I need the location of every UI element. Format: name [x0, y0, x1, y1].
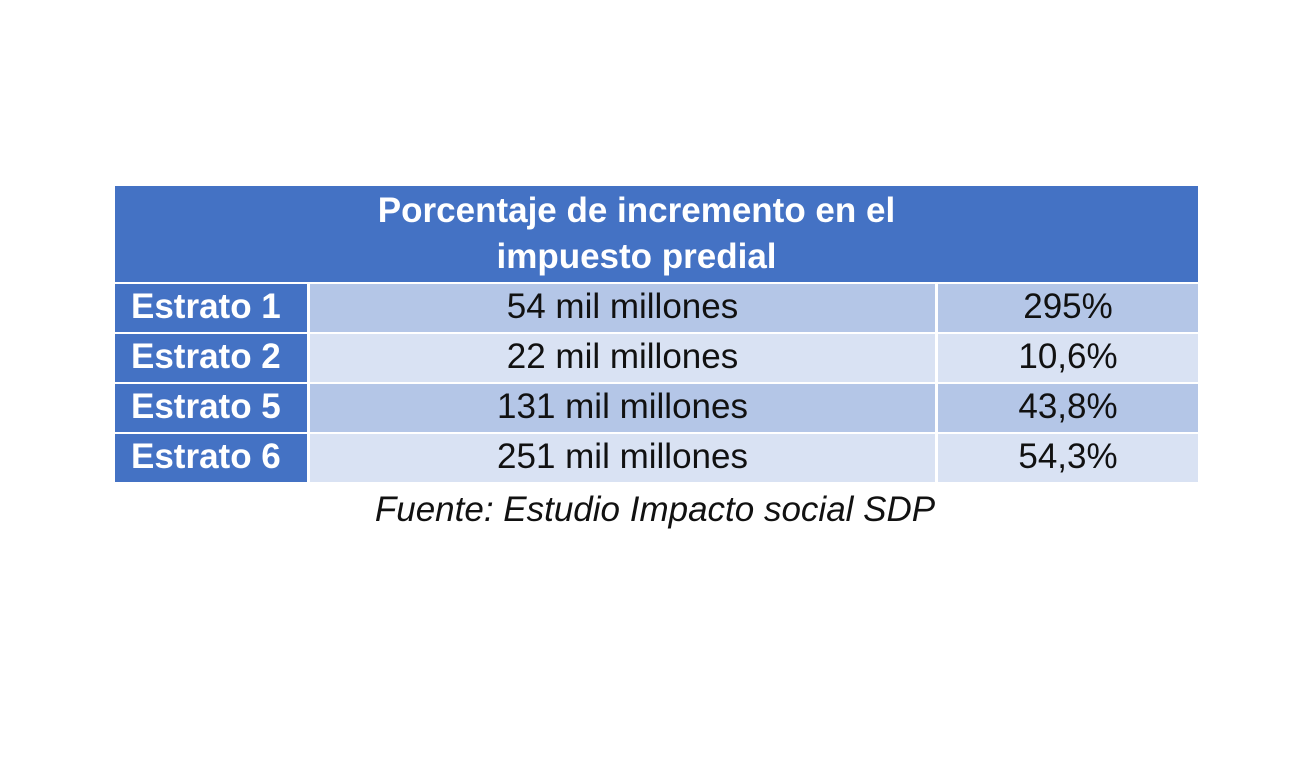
- row-percent: 43,8%: [938, 384, 1198, 432]
- table-row: Estrato 5 131 mil millones 43,8%: [115, 384, 1198, 432]
- row-label: Estrato 1: [115, 284, 307, 332]
- table-title-line-2: impuesto predial: [496, 237, 777, 276]
- table-title-line-1: Porcentaje de incremento en el: [377, 191, 896, 230]
- table-title: Porcentaje de incremento en el impuesto …: [115, 188, 1158, 280]
- table-row: Estrato 1 54 mil millones 295%: [115, 284, 1198, 332]
- row-percent: 54,3%: [938, 434, 1198, 482]
- row-percent: 295%: [938, 284, 1198, 332]
- row-amount: 54 mil millones: [310, 284, 935, 332]
- row-amount: 131 mil millones: [310, 384, 935, 432]
- row-label: Estrato 6: [115, 434, 307, 482]
- data-table: Porcentaje de incremento en el impuesto …: [115, 186, 1198, 482]
- table-body: Estrato 1 54 mil millones 295% Estrato 2…: [115, 284, 1198, 482]
- table-header: Porcentaje de incremento en el impuesto …: [115, 186, 1198, 282]
- row-label: Estrato 2: [115, 334, 307, 382]
- table-row: Estrato 6 251 mil millones 54,3%: [115, 434, 1198, 482]
- source-caption: Fuente: Estudio Impacto social SDP: [374, 490, 936, 529]
- row-percent: 10,6%: [938, 334, 1198, 382]
- row-amount: 22 mil millones: [310, 334, 935, 382]
- table-row: Estrato 2 22 mil millones 10,6%: [115, 334, 1198, 382]
- row-label: Estrato 5: [115, 384, 307, 432]
- row-amount: 251 mil millones: [310, 434, 935, 482]
